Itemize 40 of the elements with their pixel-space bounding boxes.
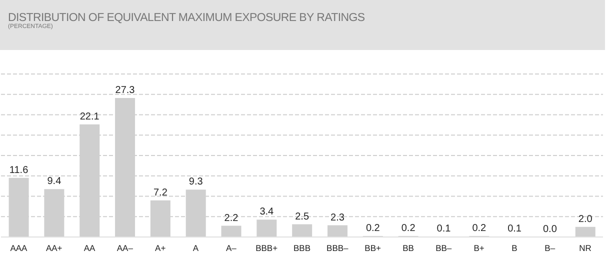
bar bbox=[221, 226, 242, 237]
data-label: 2.2 bbox=[224, 212, 239, 224]
data-label: 9.4 bbox=[47, 176, 62, 188]
data-label: 0.1 bbox=[436, 223, 452, 234]
x-tick-label: BB– bbox=[436, 243, 452, 254]
data-label: 0.2 bbox=[472, 222, 487, 234]
data-label: 27.3 bbox=[115, 84, 136, 96]
data-label: 22.1 bbox=[80, 111, 100, 122]
data-label: 9.3 bbox=[188, 176, 204, 188]
x-tick-label: AA bbox=[84, 243, 96, 254]
data-label: 2.0 bbox=[578, 214, 593, 225]
data-label: 7.2 bbox=[153, 187, 168, 198]
x-tick-label: A+ bbox=[155, 243, 166, 254]
data-label: 0.2 bbox=[401, 222, 416, 234]
x-tick-label: BB bbox=[402, 243, 414, 254]
data-label: 11.6 bbox=[9, 164, 29, 176]
bar bbox=[575, 226, 596, 237]
bar bbox=[256, 220, 277, 237]
bar bbox=[292, 224, 312, 237]
x-tick-label: BBB+ bbox=[256, 243, 278, 254]
x-tick-label: NR bbox=[579, 243, 592, 254]
data-label: 0.0 bbox=[543, 224, 558, 235]
x-tick-label: BBB– bbox=[326, 243, 349, 254]
x-tick-label: A– bbox=[226, 243, 237, 254]
data-label: 2.5 bbox=[295, 211, 310, 222]
x-tick-label: AA– bbox=[116, 243, 134, 254]
x-tick-label: BBB bbox=[293, 243, 311, 254]
chart-title: DISTRIBUTION OF EQUIVALENT MAXIMUM EXPOSURE BY RATINGS bbox=[8, 12, 366, 24]
data-label: 3.4 bbox=[260, 206, 274, 218]
x-tick-label: A bbox=[192, 243, 199, 254]
x-tick-label: B bbox=[512, 243, 518, 254]
x-tick-label: B– bbox=[544, 243, 556, 254]
x-tick-label: AAA bbox=[10, 243, 28, 254]
data-label: 0.1 bbox=[508, 223, 522, 234]
data-label: 0.2 bbox=[366, 222, 380, 234]
x-tick-label: BB+ bbox=[364, 243, 382, 254]
data-label: 2.3 bbox=[330, 212, 345, 224]
bar bbox=[327, 225, 348, 237]
x-tick-label: AA+ bbox=[46, 243, 62, 254]
x-tick-label: B+ bbox=[474, 243, 484, 254]
